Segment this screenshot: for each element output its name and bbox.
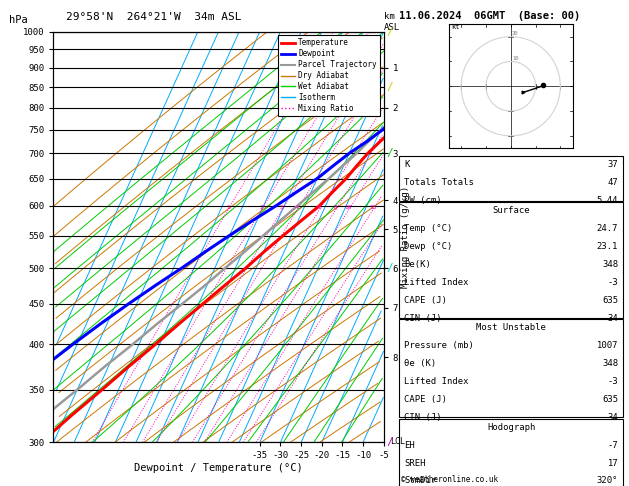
Text: Lifted Index: Lifted Index xyxy=(404,377,469,386)
Bar xyxy=(399,419,623,486)
Text: Totals Totals: Totals Totals xyxy=(404,178,474,187)
Text: 11.06.2024  06GMT  (Base: 00): 11.06.2024 06GMT (Base: 00) xyxy=(399,11,581,21)
Text: © weatheronline.co.uk: © weatheronline.co.uk xyxy=(401,474,498,484)
Text: /: / xyxy=(387,82,394,92)
Text: Temp (°C): Temp (°C) xyxy=(404,224,452,233)
Text: LCL: LCL xyxy=(391,437,405,446)
Text: Hodograph: Hodograph xyxy=(487,423,535,432)
Text: StmDir: StmDir xyxy=(404,476,436,486)
Text: 15: 15 xyxy=(369,206,376,210)
Text: 8: 8 xyxy=(333,206,337,210)
Text: Lifted Index: Lifted Index xyxy=(404,278,469,287)
Text: CIN (J): CIN (J) xyxy=(404,313,442,323)
Text: 37: 37 xyxy=(608,160,618,170)
Text: Most Unstable: Most Unstable xyxy=(476,323,546,332)
Text: 10: 10 xyxy=(512,56,518,61)
Text: kt: kt xyxy=(451,24,460,30)
Text: 10: 10 xyxy=(345,206,352,210)
Text: 4: 4 xyxy=(295,206,299,210)
Text: 635: 635 xyxy=(602,395,618,404)
Text: 1007: 1007 xyxy=(597,341,618,350)
Text: EH: EH xyxy=(404,441,415,450)
Text: θe(K): θe(K) xyxy=(404,260,431,269)
Legend: Temperature, Dewpoint, Parcel Trajectory, Dry Adiabat, Wet Adiabat, Isotherm, Mi: Temperature, Dewpoint, Parcel Trajectory… xyxy=(278,35,380,116)
Text: Dewp (°C): Dewp (°C) xyxy=(404,242,452,251)
Text: 5.44: 5.44 xyxy=(597,196,618,205)
Y-axis label: Mixing Ratio (g/kg): Mixing Ratio (g/kg) xyxy=(401,186,410,288)
Text: SREH: SREH xyxy=(404,459,425,468)
Text: /: / xyxy=(387,437,394,447)
Text: CAPE (J): CAPE (J) xyxy=(404,395,447,404)
Bar xyxy=(399,319,623,417)
Text: 17: 17 xyxy=(608,459,618,468)
Text: 348: 348 xyxy=(602,260,618,269)
Text: 20: 20 xyxy=(512,32,518,36)
Text: Surface: Surface xyxy=(493,206,530,215)
Text: PW (cm): PW (cm) xyxy=(404,196,442,205)
Text: /: / xyxy=(387,148,394,158)
Text: /: / xyxy=(387,263,394,273)
Text: /: / xyxy=(387,27,394,36)
Text: -3: -3 xyxy=(608,377,618,386)
Text: θe (K): θe (K) xyxy=(404,359,436,368)
Text: 47: 47 xyxy=(608,178,618,187)
Text: CAPE (J): CAPE (J) xyxy=(404,295,447,305)
Text: 635: 635 xyxy=(602,295,618,305)
Text: 3: 3 xyxy=(280,206,284,210)
Text: 1: 1 xyxy=(226,206,230,210)
Text: 24.7: 24.7 xyxy=(597,224,618,233)
Text: 6: 6 xyxy=(317,206,321,210)
Text: 34: 34 xyxy=(608,413,618,422)
Bar xyxy=(399,156,623,201)
Text: 23.1: 23.1 xyxy=(597,242,618,251)
X-axis label: Dewpoint / Temperature (°C): Dewpoint / Temperature (°C) xyxy=(134,463,303,473)
Text: 348: 348 xyxy=(602,359,618,368)
Text: hPa: hPa xyxy=(9,15,28,25)
Text: -7: -7 xyxy=(608,441,618,450)
Text: km
ASL: km ASL xyxy=(384,12,400,32)
Text: Pressure (mb): Pressure (mb) xyxy=(404,341,474,350)
Text: 34: 34 xyxy=(608,313,618,323)
Text: 2: 2 xyxy=(259,206,263,210)
Text: -3: -3 xyxy=(608,278,618,287)
Bar xyxy=(399,202,623,318)
Text: CIN (J): CIN (J) xyxy=(404,413,442,422)
Text: 320°: 320° xyxy=(597,476,618,486)
Text: K: K xyxy=(404,160,409,170)
Text: 29°58'N  264°21'W  34m ASL: 29°58'N 264°21'W 34m ASL xyxy=(66,12,242,22)
